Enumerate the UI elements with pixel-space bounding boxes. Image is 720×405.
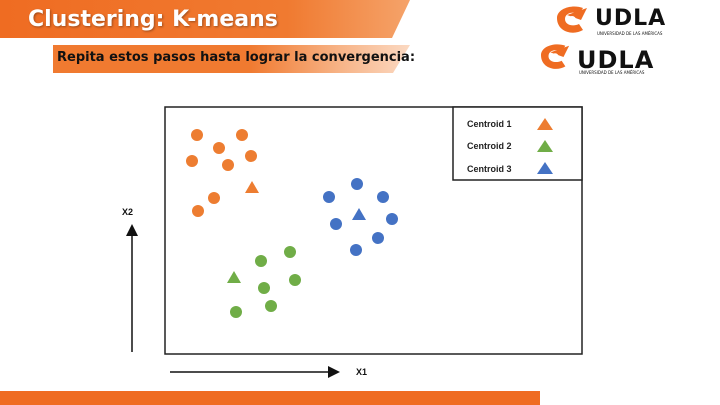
- centroid-2-marker: [227, 271, 241, 283]
- logo-brand: UDLA: [595, 6, 667, 31]
- x-axis-label: X1: [356, 367, 367, 377]
- centroid-3-marker: [352, 208, 366, 220]
- cluster-3-points: [323, 178, 398, 256]
- data-point: [386, 213, 398, 225]
- data-point: [236, 129, 248, 141]
- centroid-1-marker: [245, 181, 259, 193]
- legend-marker-centroid-1: [537, 118, 553, 130]
- slide-title: Clustering: K-means: [28, 7, 278, 32]
- udla-emblem-icon: [557, 6, 587, 33]
- data-point: [372, 232, 384, 244]
- footer-bar: [0, 391, 540, 405]
- logo-tagline: UNIVERSIDAD DE LAS AMÉRICAS: [579, 70, 645, 75]
- logo-tagline: UNIVERSIDAD DE LAS AMÉRICAS: [597, 31, 663, 36]
- legend-box: [452, 106, 583, 181]
- data-point: [330, 218, 342, 230]
- slide-subtitle: Repita estos pasos hasta lograr la conve…: [57, 50, 416, 65]
- data-point: [222, 159, 234, 171]
- data-point: [284, 246, 296, 258]
- title-band: [0, 0, 410, 38]
- logo-brand: UDLA: [577, 46, 655, 74]
- y-axis-label: X2: [122, 207, 133, 217]
- data-point: [350, 244, 362, 256]
- cluster-1-points: [186, 129, 257, 217]
- legend-label-centroid-3: Centroid 3: [467, 164, 512, 174]
- data-point: [265, 300, 277, 312]
- data-point: [258, 282, 270, 294]
- data-point: [377, 191, 389, 203]
- udla-logo: UDLA UNIVERSIDAD DE LAS AMÉRICAS: [553, 4, 665, 41]
- data-point: [289, 274, 301, 286]
- udla-emblem-icon: [541, 44, 570, 69]
- data-point: [208, 192, 220, 204]
- udla-logo-secondary: UDLA UNIVERSIDAD DE LAS AMÉRICAS: [537, 42, 653, 77]
- data-point: [230, 306, 242, 318]
- data-point: [245, 150, 257, 162]
- data-point: [323, 191, 335, 203]
- data-point: [213, 142, 225, 154]
- data-point: [255, 255, 267, 267]
- data-point: [351, 178, 363, 190]
- legend-label-centroid-2: Centroid 2: [467, 141, 512, 151]
- data-point: [191, 129, 203, 141]
- data-point: [192, 205, 204, 217]
- legend-marker-centroid-2: [537, 140, 553, 152]
- cluster-2-points: [230, 246, 301, 318]
- legend-label-centroid-1: Centroid 1: [467, 119, 512, 129]
- subtitle-band: [53, 45, 410, 73]
- data-point: [186, 155, 198, 167]
- legend-marker-centroid-3: [537, 162, 553, 174]
